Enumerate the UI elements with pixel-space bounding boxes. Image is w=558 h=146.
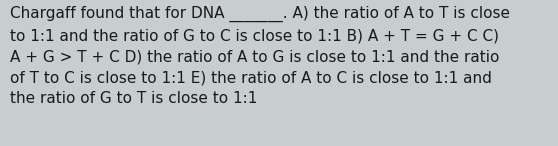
Text: Chargaff found that for DNA _______. A) the ratio of A to T is close
to 1:1 and : Chargaff found that for DNA _______. A) … [10,6,510,106]
